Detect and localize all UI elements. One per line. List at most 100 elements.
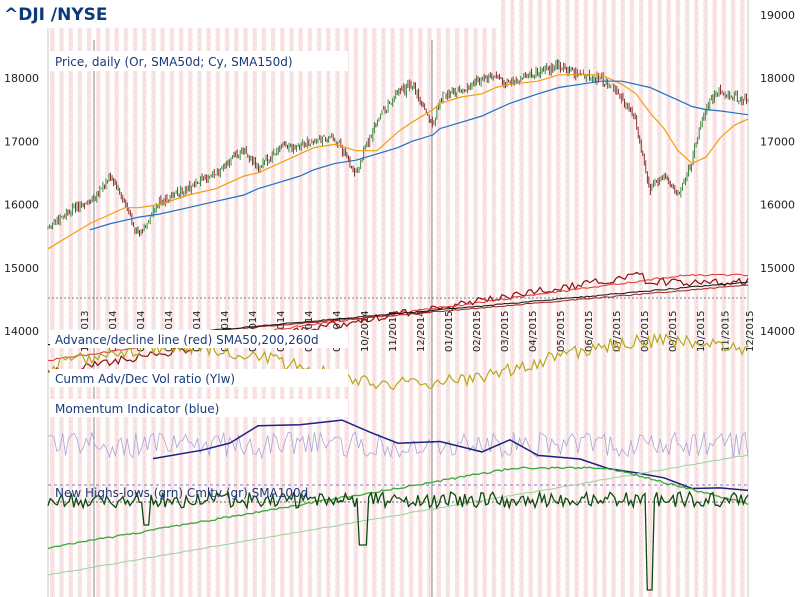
stripe [344, 0, 349, 597]
right-tick-label: 14000 [760, 325, 795, 338]
right-tick-label: 18000 [760, 72, 795, 85]
left-tick-label: 16000 [4, 199, 39, 212]
momentum-line [152, 419, 749, 492]
stripe [243, 0, 248, 597]
x-tick-label: 06/2015 [584, 310, 595, 352]
stripe [675, 0, 681, 597]
stripe [326, 0, 331, 597]
stripe [611, 0, 616, 597]
stripe [602, 0, 607, 597]
x-tick-label: 11/2014 [388, 310, 399, 352]
stripe [298, 0, 303, 597]
stripe [730, 0, 736, 597]
series-layer [47, 59, 749, 591]
momentum-label-box [50, 399, 348, 417]
stripe [280, 0, 285, 597]
stripe [206, 0, 211, 597]
stripe [408, 0, 414, 597]
stripe [684, 0, 690, 597]
stripe [151, 0, 156, 597]
left-y-axis: 14000 15000 16000 17000 18000 [4, 72, 39, 338]
left-tick-label: 17000 [4, 135, 39, 148]
stripe [454, 0, 460, 597]
stripe [399, 0, 405, 597]
stripe [270, 0, 276, 597]
nh-sma-line [47, 466, 749, 550]
stripe [50, 0, 55, 597]
x-tick-label: 12/2015 [745, 310, 756, 352]
x-tick-label: 11/2015 [721, 310, 732, 352]
stripe [252, 0, 257, 597]
stripe [390, 0, 395, 597]
stripe [353, 0, 359, 597]
left-tick-label: 14000 [4, 325, 39, 338]
stripe [500, 0, 506, 597]
stripe [381, 0, 386, 597]
background-stripes [50, 0, 745, 597]
stripe [316, 0, 322, 597]
stripe [657, 0, 662, 597]
stripe [436, 0, 441, 597]
left-tick-label: 15000 [4, 262, 39, 275]
stripe [307, 0, 313, 597]
chart-title: ^DJI /NYSE [4, 5, 108, 25]
stripe [261, 0, 267, 597]
stripe [721, 0, 727, 597]
stripe [648, 0, 653, 597]
x-tick-label: 05/2015 [556, 310, 567, 352]
ad-panel-label: Advance/decline line (red) SMA50,200,260… [55, 333, 319, 347]
stripe [537, 0, 543, 597]
stripe [574, 0, 579, 597]
right-tick-label: 15000 [760, 262, 795, 275]
x-tick-label: 03/2015 [500, 310, 511, 352]
ratio-label-box [50, 369, 348, 387]
stripe [491, 0, 497, 597]
x-tick-label: 10/2014 [360, 310, 371, 352]
stripe [629, 0, 635, 597]
right-y-axis: 14000 15000 16000 17000 18000 19000 [760, 9, 795, 338]
stripe [86, 0, 92, 597]
x-tick-label: 08/2015 [640, 310, 651, 352]
stripe [59, 0, 64, 597]
stripe [224, 0, 230, 597]
stripe [362, 0, 368, 597]
x-tick-label: 07/2015 [612, 310, 623, 352]
stripe [712, 0, 717, 597]
stripe [289, 0, 294, 597]
stripe [473, 0, 478, 597]
momentum-panel-label: Momentum Indicator (blue) [55, 402, 219, 416]
stripe [418, 0, 423, 597]
nh-line [47, 490, 749, 591]
stripe [169, 0, 175, 597]
price-panel-label: Price, daily (Or, SMA50d; Cy, SMA150d) [55, 55, 293, 69]
stripe [96, 0, 101, 597]
stripe [666, 0, 671, 597]
stripe [546, 0, 552, 597]
stripe [160, 0, 165, 597]
momentum-noise [47, 431, 749, 460]
right-tick-label: 17000 [760, 135, 795, 148]
stripe [197, 0, 202, 597]
title-box [0, 0, 498, 28]
x-tick-label: 12/2014 [416, 310, 427, 352]
stripe [638, 0, 644, 597]
stripe [77, 0, 83, 597]
stripe [105, 0, 110, 597]
ad-label-box [50, 330, 348, 348]
sma150-line [89, 80, 749, 231]
x-tick-label: 01/2015 [444, 310, 455, 352]
right-tick-label: 16000 [760, 199, 795, 212]
stripe [132, 0, 138, 597]
stripe [592, 0, 598, 597]
stripe [123, 0, 129, 597]
stripe [234, 0, 239, 597]
stripe [215, 0, 221, 597]
stripe [445, 0, 451, 597]
stripe [510, 0, 515, 597]
left-tick-label: 18000 [4, 72, 39, 85]
price-label-box [50, 51, 348, 71]
sma50-line [47, 74, 749, 250]
stripe [528, 0, 533, 597]
price-candles [47, 59, 749, 237]
